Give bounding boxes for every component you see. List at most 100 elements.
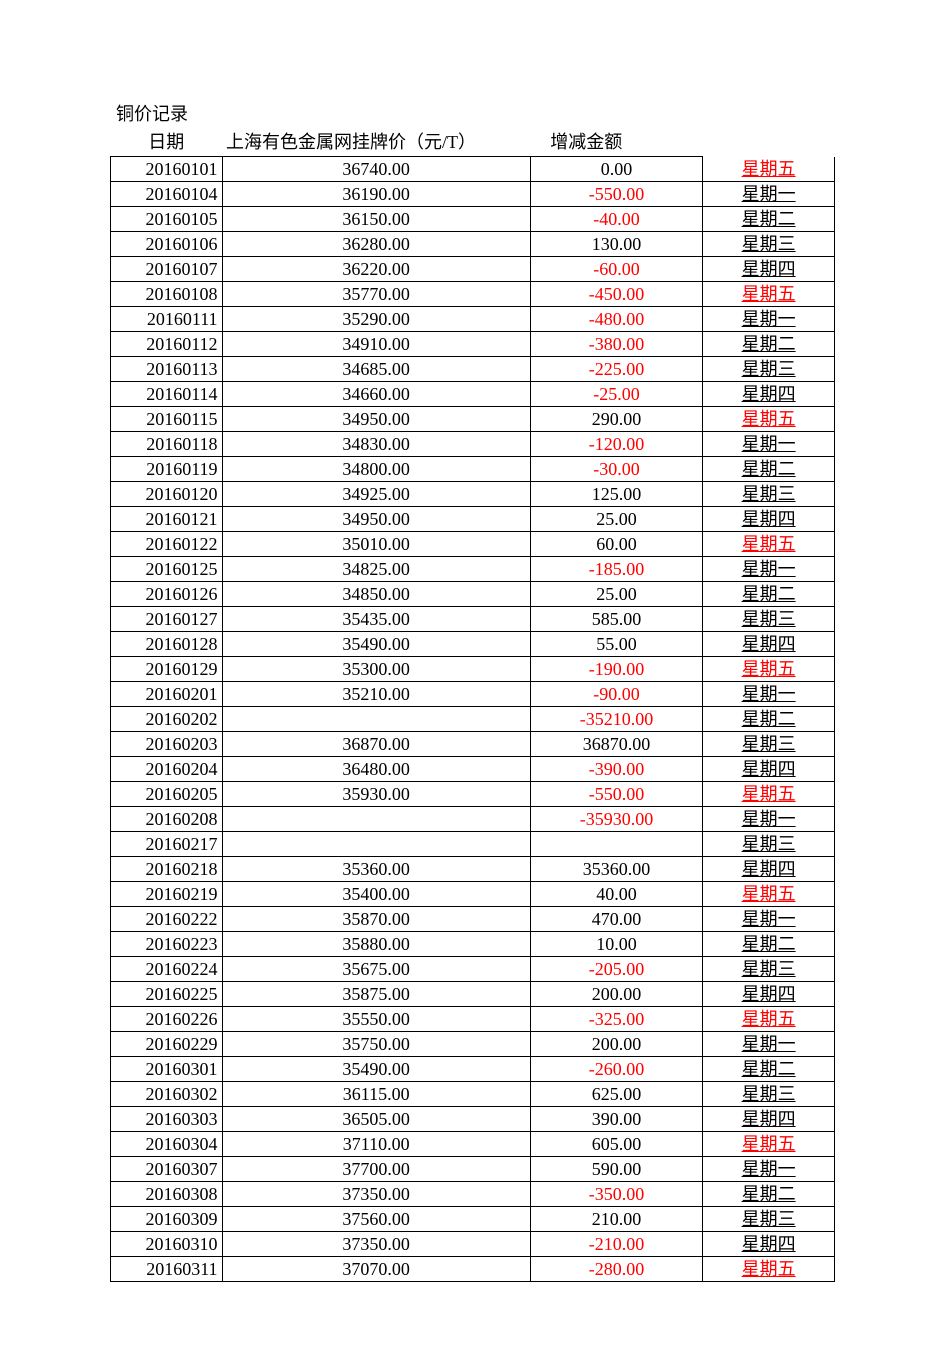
cell-date: 20160204 [111, 757, 223, 782]
cell-price [222, 832, 530, 857]
cell-weekday: 星期五 [703, 282, 835, 307]
cell-date: 20160304 [111, 1132, 223, 1157]
table-row: 2016011434660.00-25.00星期四 [111, 382, 835, 407]
cell-weekday: 星期二 [703, 332, 835, 357]
table-row: 2016010835770.00-450.00星期五 [111, 282, 835, 307]
cell-weekday: 星期四 [703, 507, 835, 532]
cell-price: 36115.00 [222, 1082, 530, 1107]
cell-weekday: 星期四 [703, 857, 835, 882]
cell-price: 35400.00 [222, 882, 530, 907]
table-row: 2016022535875.00200.00星期四 [111, 982, 835, 1007]
cell-change: 200.00 [530, 1032, 702, 1057]
cell-change: -90.00 [530, 682, 702, 707]
cell-change: -280.00 [530, 1257, 702, 1282]
cell-date: 20160108 [111, 282, 223, 307]
cell-date: 20160303 [111, 1107, 223, 1132]
cell-change: -550.00 [530, 182, 702, 207]
table-row: 2016010636280.00130.00星期三 [111, 232, 835, 257]
cell-price: 35360.00 [222, 857, 530, 882]
table-row: 2016020535930.00-550.00星期五 [111, 782, 835, 807]
cell-weekday: 星期五 [703, 882, 835, 907]
cell-weekday: 星期五 [703, 157, 835, 182]
cell-change: 200.00 [530, 982, 702, 1007]
cell-change: -210.00 [530, 1232, 702, 1257]
cell-price: 35010.00 [222, 532, 530, 557]
cell-weekday: 星期一 [703, 907, 835, 932]
cell-price: 36740.00 [222, 157, 530, 182]
table-row: 2016010436190.00-550.00星期一 [111, 182, 835, 207]
table-row: 2016012235010.0060.00星期五 [111, 532, 835, 557]
table-row: 2016022635550.00-325.00星期五 [111, 1007, 835, 1032]
cell-price: 35435.00 [222, 607, 530, 632]
cell-weekday: 星期四 [703, 632, 835, 657]
cell-price [222, 707, 530, 732]
table-row: 2016021835360.0035360.00星期四 [111, 857, 835, 882]
cell-price: 34850.00 [222, 582, 530, 607]
cell-change: -260.00 [530, 1057, 702, 1082]
cell-change: 390.00 [530, 1107, 702, 1132]
table-row: 2016020436480.00-390.00星期四 [111, 757, 835, 782]
cell-change: -480.00 [530, 307, 702, 332]
cell-change: 470.00 [530, 907, 702, 932]
cell-weekday: 星期四 [703, 1232, 835, 1257]
cell-date: 20160217 [111, 832, 223, 857]
cell-weekday: 星期五 [703, 1257, 835, 1282]
cell-price: 36150.00 [222, 207, 530, 232]
table-row: 2016031137070.00-280.00星期五 [111, 1257, 835, 1282]
cell-date: 20160127 [111, 607, 223, 632]
table-row: 2016012935300.00-190.00星期五 [111, 657, 835, 682]
cell-change: 55.00 [530, 632, 702, 657]
table-title: 铜价记录 [116, 100, 835, 126]
cell-price: 34830.00 [222, 432, 530, 457]
table-row: 2016022935750.00200.00星期一 [111, 1032, 835, 1057]
cell-weekday: 星期三 [703, 732, 835, 757]
header-date: 日期 [111, 128, 223, 157]
cell-price: 35870.00 [222, 907, 530, 932]
table-row: 2016021935400.0040.00星期五 [111, 882, 835, 907]
cell-weekday: 星期五 [703, 1132, 835, 1157]
cell-weekday: 星期三 [703, 1207, 835, 1232]
table-row: 2016030837350.00-350.00星期二 [111, 1182, 835, 1207]
table-row: 2016030236115.00625.00星期三 [111, 1082, 835, 1107]
cell-change: 125.00 [530, 482, 702, 507]
cell-weekday: 星期一 [703, 182, 835, 207]
cell-change: -190.00 [530, 657, 702, 682]
table-row: 2016010536150.00-40.00星期二 [111, 207, 835, 232]
cell-date: 20160105 [111, 207, 223, 232]
cell-date: 20160310 [111, 1232, 223, 1257]
cell-price: 37070.00 [222, 1257, 530, 1282]
cell-date: 20160307 [111, 1157, 223, 1182]
cell-change: -325.00 [530, 1007, 702, 1032]
cell-weekday: 星期五 [703, 657, 835, 682]
table-body: 2016010136740.000.00星期五2016010436190.00-… [111, 157, 835, 1282]
table-row: 2016012634850.0025.00星期二 [111, 582, 835, 607]
cell-date: 20160203 [111, 732, 223, 757]
cell-change: -185.00 [530, 557, 702, 582]
cell-price: 35490.00 [222, 632, 530, 657]
table-row: 20160202-35210.00星期二 [111, 707, 835, 732]
table-row: 2016030135490.00-260.00星期二 [111, 1057, 835, 1082]
cell-change: -30.00 [530, 457, 702, 482]
table-row: 2016030437110.00605.00星期五 [111, 1132, 835, 1157]
cell-weekday: 星期一 [703, 1032, 835, 1057]
cell-price: 36190.00 [222, 182, 530, 207]
cell-weekday: 星期二 [703, 932, 835, 957]
cell-weekday: 星期二 [703, 457, 835, 482]
cell-price: 36870.00 [222, 732, 530, 757]
cell-change: 25.00 [530, 582, 702, 607]
cell-date: 20160219 [111, 882, 223, 907]
cell-date: 20160205 [111, 782, 223, 807]
cell-weekday: 星期一 [703, 682, 835, 707]
cell-date: 20160122 [111, 532, 223, 557]
cell-price: 35490.00 [222, 1057, 530, 1082]
price-table: 日期 上海有色金属网挂牌价（元/T） 增减金额 2016010136740.00… [110, 128, 835, 1282]
table-row: 2016011135290.00-480.00星期一 [111, 307, 835, 332]
cell-date: 20160118 [111, 432, 223, 457]
cell-price: 35770.00 [222, 282, 530, 307]
cell-change: 130.00 [530, 232, 702, 257]
cell-weekday: 星期四 [703, 757, 835, 782]
cell-change: 36870.00 [530, 732, 702, 757]
cell-price: 34950.00 [222, 507, 530, 532]
cell-date: 20160119 [111, 457, 223, 482]
cell-weekday: 星期三 [703, 357, 835, 382]
